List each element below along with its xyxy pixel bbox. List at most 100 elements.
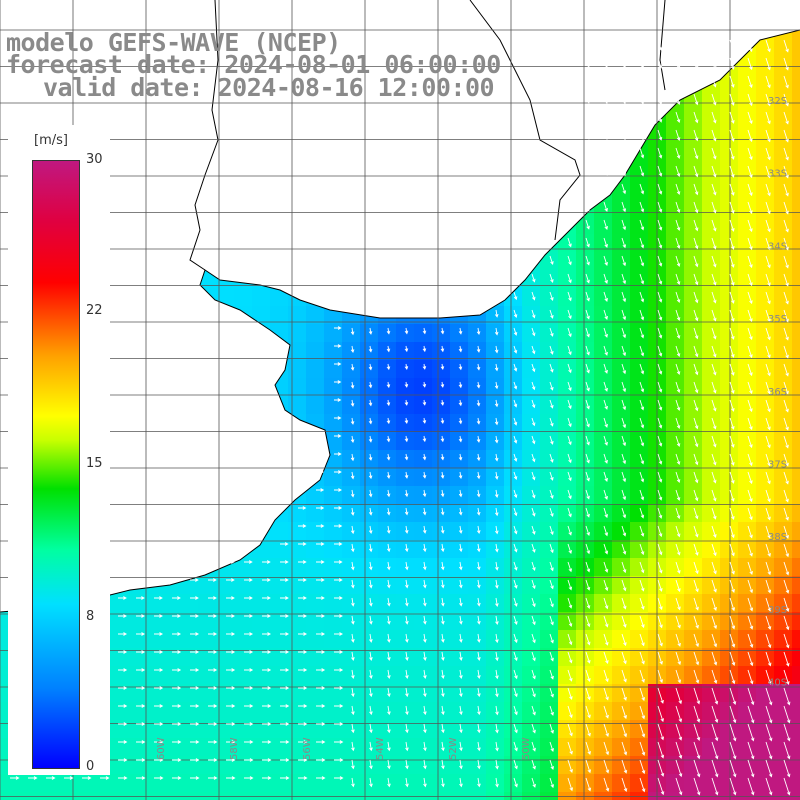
- wind-cell: [540, 594, 559, 613]
- wind-arrow: [351, 561, 355, 571]
- wind-arrow: [351, 651, 355, 661]
- wind-cell: [252, 774, 271, 793]
- wind-arrow: [458, 363, 463, 371]
- wind-cell: [288, 774, 307, 793]
- wind-cell: [522, 504, 541, 523]
- wind-cell: [594, 414, 613, 433]
- wind-arrow: [172, 758, 182, 762]
- wind-cell: [702, 792, 721, 800]
- wind-cell: [666, 180, 685, 199]
- wind-cell: [252, 666, 271, 685]
- wind-cell: [342, 702, 361, 721]
- wind-cell: [666, 486, 685, 505]
- wind-cell: [756, 558, 775, 577]
- wind-cell: [180, 648, 199, 667]
- wind-arrow: [387, 579, 391, 589]
- wind-cell: [540, 774, 559, 793]
- wind-cell: [666, 450, 685, 469]
- wind-arrow: [298, 740, 308, 744]
- wind-cell: [558, 396, 577, 415]
- wind-arrow: [621, 273, 627, 285]
- wind-arrow: [118, 776, 128, 780]
- wind-cell: [774, 792, 793, 800]
- wind-arrow: [603, 579, 609, 592]
- wind-cell: [576, 558, 595, 577]
- wind-arrow: [603, 291, 608, 302]
- wind-cell: [432, 432, 451, 451]
- wind-arrow: [494, 525, 499, 535]
- wind-arrow: [765, 75, 771, 89]
- wind-arrow: [621, 723, 628, 738]
- wind-arrow: [334, 434, 342, 438]
- wind-arrow: [603, 93, 608, 104]
- wind-cell: [234, 792, 253, 800]
- wind-arrow: [405, 759, 409, 770]
- wind-cell: [522, 450, 541, 469]
- wind-cell: [270, 288, 289, 307]
- wind-arrow: [675, 165, 681, 178]
- wind-cell: [720, 576, 739, 595]
- wind-arrow: [567, 237, 572, 248]
- wind-arrow: [298, 704, 308, 708]
- wind-arrow: [190, 722, 200, 726]
- wind-arrow: [729, 345, 735, 358]
- wind-arrow: [765, 309, 771, 323]
- wind-cell: [288, 306, 307, 325]
- wind-cell: [774, 216, 793, 235]
- wind-arrow: [513, 363, 518, 372]
- wind-arrow: [693, 669, 700, 684]
- wind-arrow: [136, 596, 145, 600]
- wind-cell: [540, 450, 559, 469]
- wind-arrow: [280, 776, 290, 780]
- wind-cell: [540, 252, 559, 271]
- wind-arrow: [549, 417, 554, 427]
- wind-arrow: [585, 633, 591, 646]
- wind-arrow: [334, 632, 344, 636]
- wind-arrow: [711, 93, 717, 106]
- wind-cell: [378, 738, 397, 757]
- wind-arrow: [440, 489, 445, 498]
- wind-arrow: [208, 686, 218, 690]
- wind-cell: [378, 630, 397, 649]
- wind-arrow: [28, 776, 38, 780]
- wind-arrow: [657, 777, 665, 796]
- wind-arrow: [404, 543, 409, 553]
- wind-cell: [774, 630, 793, 649]
- wind-arrow: [244, 560, 253, 564]
- wind-cell: [774, 126, 793, 145]
- wind-cell: [162, 792, 181, 800]
- wind-arrow: [747, 489, 753, 503]
- wind-cell: [612, 468, 631, 487]
- wind-cell: [666, 558, 685, 577]
- wind-arrow: [368, 543, 373, 553]
- wind-cell: [684, 414, 703, 433]
- wind-arrow: [729, 93, 735, 106]
- wind-cell: [522, 630, 541, 649]
- wind-cell: [522, 342, 541, 361]
- wind-arrow: [675, 345, 681, 358]
- wind-cell: [414, 486, 433, 505]
- wind-cell: [630, 450, 649, 469]
- wind-arrow: [639, 129, 645, 141]
- wind-cell: [486, 414, 505, 433]
- wind-cell: [342, 342, 361, 361]
- wind-cell: [594, 270, 613, 289]
- wind-arrow: [711, 363, 717, 376]
- wind-cell: [774, 360, 793, 379]
- wind-cell: [720, 630, 739, 649]
- wind-arrow: [226, 596, 235, 600]
- wind-cell: [720, 378, 739, 397]
- wind-arrow: [172, 668, 182, 672]
- wind-cell: [432, 504, 451, 523]
- wind-cell: [558, 468, 577, 487]
- wind-cell: [504, 396, 523, 415]
- wind-arrow: [280, 578, 289, 582]
- wind-arrow: [386, 345, 391, 353]
- wind-arrow: [368, 327, 373, 335]
- wind-cell: [630, 702, 649, 721]
- wind-arrow: [531, 543, 536, 553]
- wind-cell: [414, 504, 433, 523]
- wind-arrow: [657, 327, 663, 339]
- wind-cell: [738, 576, 757, 595]
- wind-arrow: [531, 507, 536, 517]
